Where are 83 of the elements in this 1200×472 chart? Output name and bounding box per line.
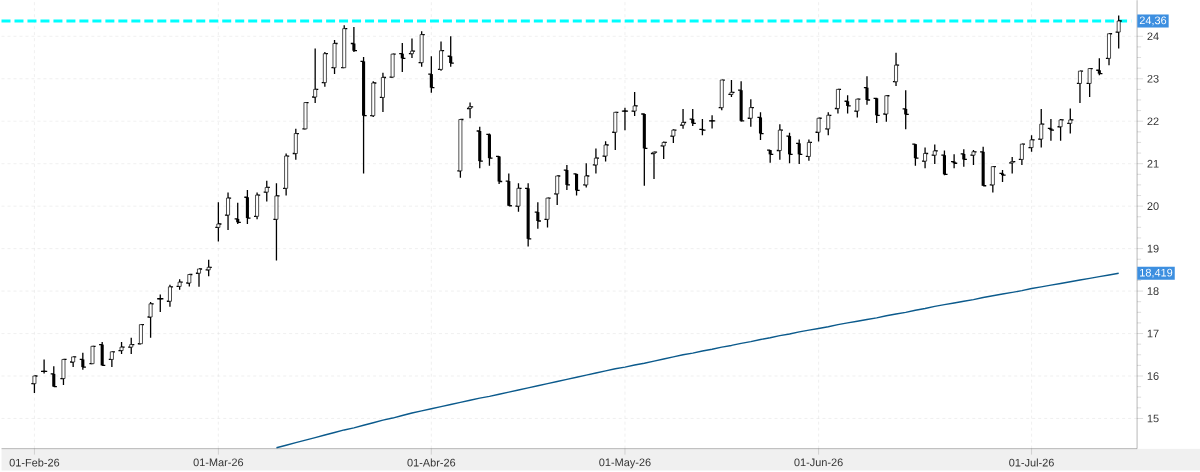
candlestick [168, 284, 172, 308]
y-tick-label: 22 [1147, 117, 1159, 126]
candlestick [816, 117, 821, 143]
y-tick-label: 20 [1147, 202, 1159, 211]
x-tick-label: 01-Feb-26 [9, 458, 60, 467]
candlestick [729, 79, 734, 98]
y-tick-label: 15 [1147, 414, 1159, 423]
y-tick-label: 18 [1147, 287, 1159, 295]
x-tick-label: 01-Jul-26 [1009, 458, 1054, 467]
candlestick [332, 39, 337, 75]
candlestick [971, 149, 976, 166]
candlestick [90, 345, 95, 365]
y-tick-label: 23 [1147, 74, 1159, 83]
x-tick-label: 01-Jun-26 [794, 458, 843, 467]
candlestick [119, 341, 124, 355]
candlestick [187, 273, 192, 288]
candlestick [410, 37, 414, 59]
ref-line-label: 24,36 [1139, 16, 1167, 26]
candlestick [148, 301, 153, 339]
candlestick [458, 118, 463, 179]
candlestick [313, 47, 318, 104]
line-series [275, 272, 1120, 449]
candlestick [264, 180, 269, 203]
candlestick [661, 140, 666, 160]
candlestick [1068, 107, 1073, 135]
candlestick [584, 162, 589, 189]
candlestick [545, 197, 550, 229]
y-tick-label: 17 [1147, 329, 1159, 338]
candlestick [758, 111, 763, 141]
y-tick-label: 19 [1147, 244, 1159, 253]
candlestick [1087, 67, 1092, 98]
candlestick [1116, 14, 1121, 50]
candlestick [322, 51, 327, 88]
candlestick [61, 358, 66, 386]
candlestick [516, 182, 521, 213]
candlestick [206, 258, 211, 277]
candlestick [371, 80, 376, 118]
y-tick-label: 21 [1147, 159, 1159, 168]
candlestick [342, 24, 347, 69]
candlestick [826, 111, 831, 136]
candlestick [439, 40, 443, 72]
candlestick [932, 143, 937, 165]
candlestick [1058, 118, 1063, 142]
text: 18,419 [1140, 268, 1173, 278]
candlestick [303, 101, 308, 130]
candlestick [990, 165, 995, 194]
candlestick [284, 152, 289, 197]
candlestick [632, 91, 637, 117]
candlestick [884, 95, 889, 123]
candlestick [216, 201, 221, 243]
candlestick [1078, 70, 1082, 104]
x-tick-label: 01-Mar-26 [193, 458, 244, 467]
candlestick [293, 128, 298, 161]
candlestick [671, 128, 676, 144]
candlestick [836, 88, 840, 115]
candlestick [1107, 33, 1111, 66]
candlestick [603, 140, 608, 163]
y-tick-label: 16 [1147, 372, 1159, 380]
candlestick [129, 337, 134, 355]
candlestick [894, 52, 898, 87]
candlestick [274, 182, 279, 262]
candlestick [777, 123, 782, 161]
candlestick [226, 191, 230, 231]
candlestick [109, 351, 114, 368]
candlestick [32, 375, 37, 394]
candlestick [748, 98, 753, 128]
candlestick [681, 108, 685, 130]
x-tick-label: 01-May-26 [599, 458, 651, 469]
candlestick [855, 98, 860, 119]
candlestick [1019, 143, 1024, 166]
candlestick [719, 79, 724, 111]
y-tick-label: 24 [1147, 32, 1159, 41]
x-tick-label: 01-Abr-26 [407, 458, 456, 467]
candlestick [419, 30, 424, 68]
candlestick [390, 53, 395, 79]
candlestick [1029, 134, 1034, 153]
candlestick [613, 111, 618, 151]
candlestick [865, 75, 869, 106]
candlestick [1039, 108, 1044, 149]
candlestick [787, 132, 792, 164]
candlestick [177, 278, 182, 291]
candlestick [197, 268, 201, 288]
candlestick [555, 175, 560, 206]
